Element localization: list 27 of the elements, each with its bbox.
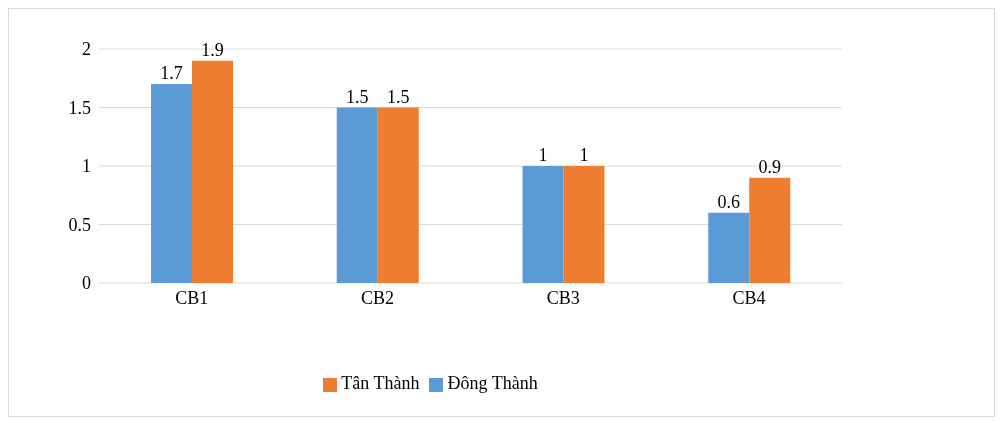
bar xyxy=(151,84,193,283)
bar xyxy=(522,166,564,283)
data-label: 0.9 xyxy=(758,156,782,177)
legend-label: Đông Thành xyxy=(447,373,538,393)
x-tick-label: CB3 xyxy=(546,287,580,308)
data-label: 1.7 xyxy=(160,63,183,84)
x-tick-label: CB1 xyxy=(175,287,209,308)
y-tick-label: 1.5 xyxy=(68,97,91,118)
y-tick-label: 0.5 xyxy=(68,214,91,235)
bar xyxy=(563,166,605,283)
legend-label: Tân Thành xyxy=(341,373,420,393)
data-label: 1.9 xyxy=(201,39,224,60)
data-label: 1.5 xyxy=(387,86,410,107)
bar xyxy=(192,60,234,283)
bar xyxy=(377,107,419,283)
data-label: 1 xyxy=(579,145,589,165)
data-label: 1 xyxy=(538,145,548,165)
y-tick-label: 1 xyxy=(82,156,91,177)
data-label: 0.6 xyxy=(717,191,741,212)
x-tick-label: CB2 xyxy=(361,287,395,308)
bar xyxy=(336,107,378,283)
data-label: 1.5 xyxy=(346,86,369,107)
bar xyxy=(749,177,791,283)
y-tick-label: 2 xyxy=(82,39,91,60)
y-tick-label: 0 xyxy=(82,273,91,294)
x-tick-label: CB4 xyxy=(732,287,766,308)
bar xyxy=(708,212,750,283)
